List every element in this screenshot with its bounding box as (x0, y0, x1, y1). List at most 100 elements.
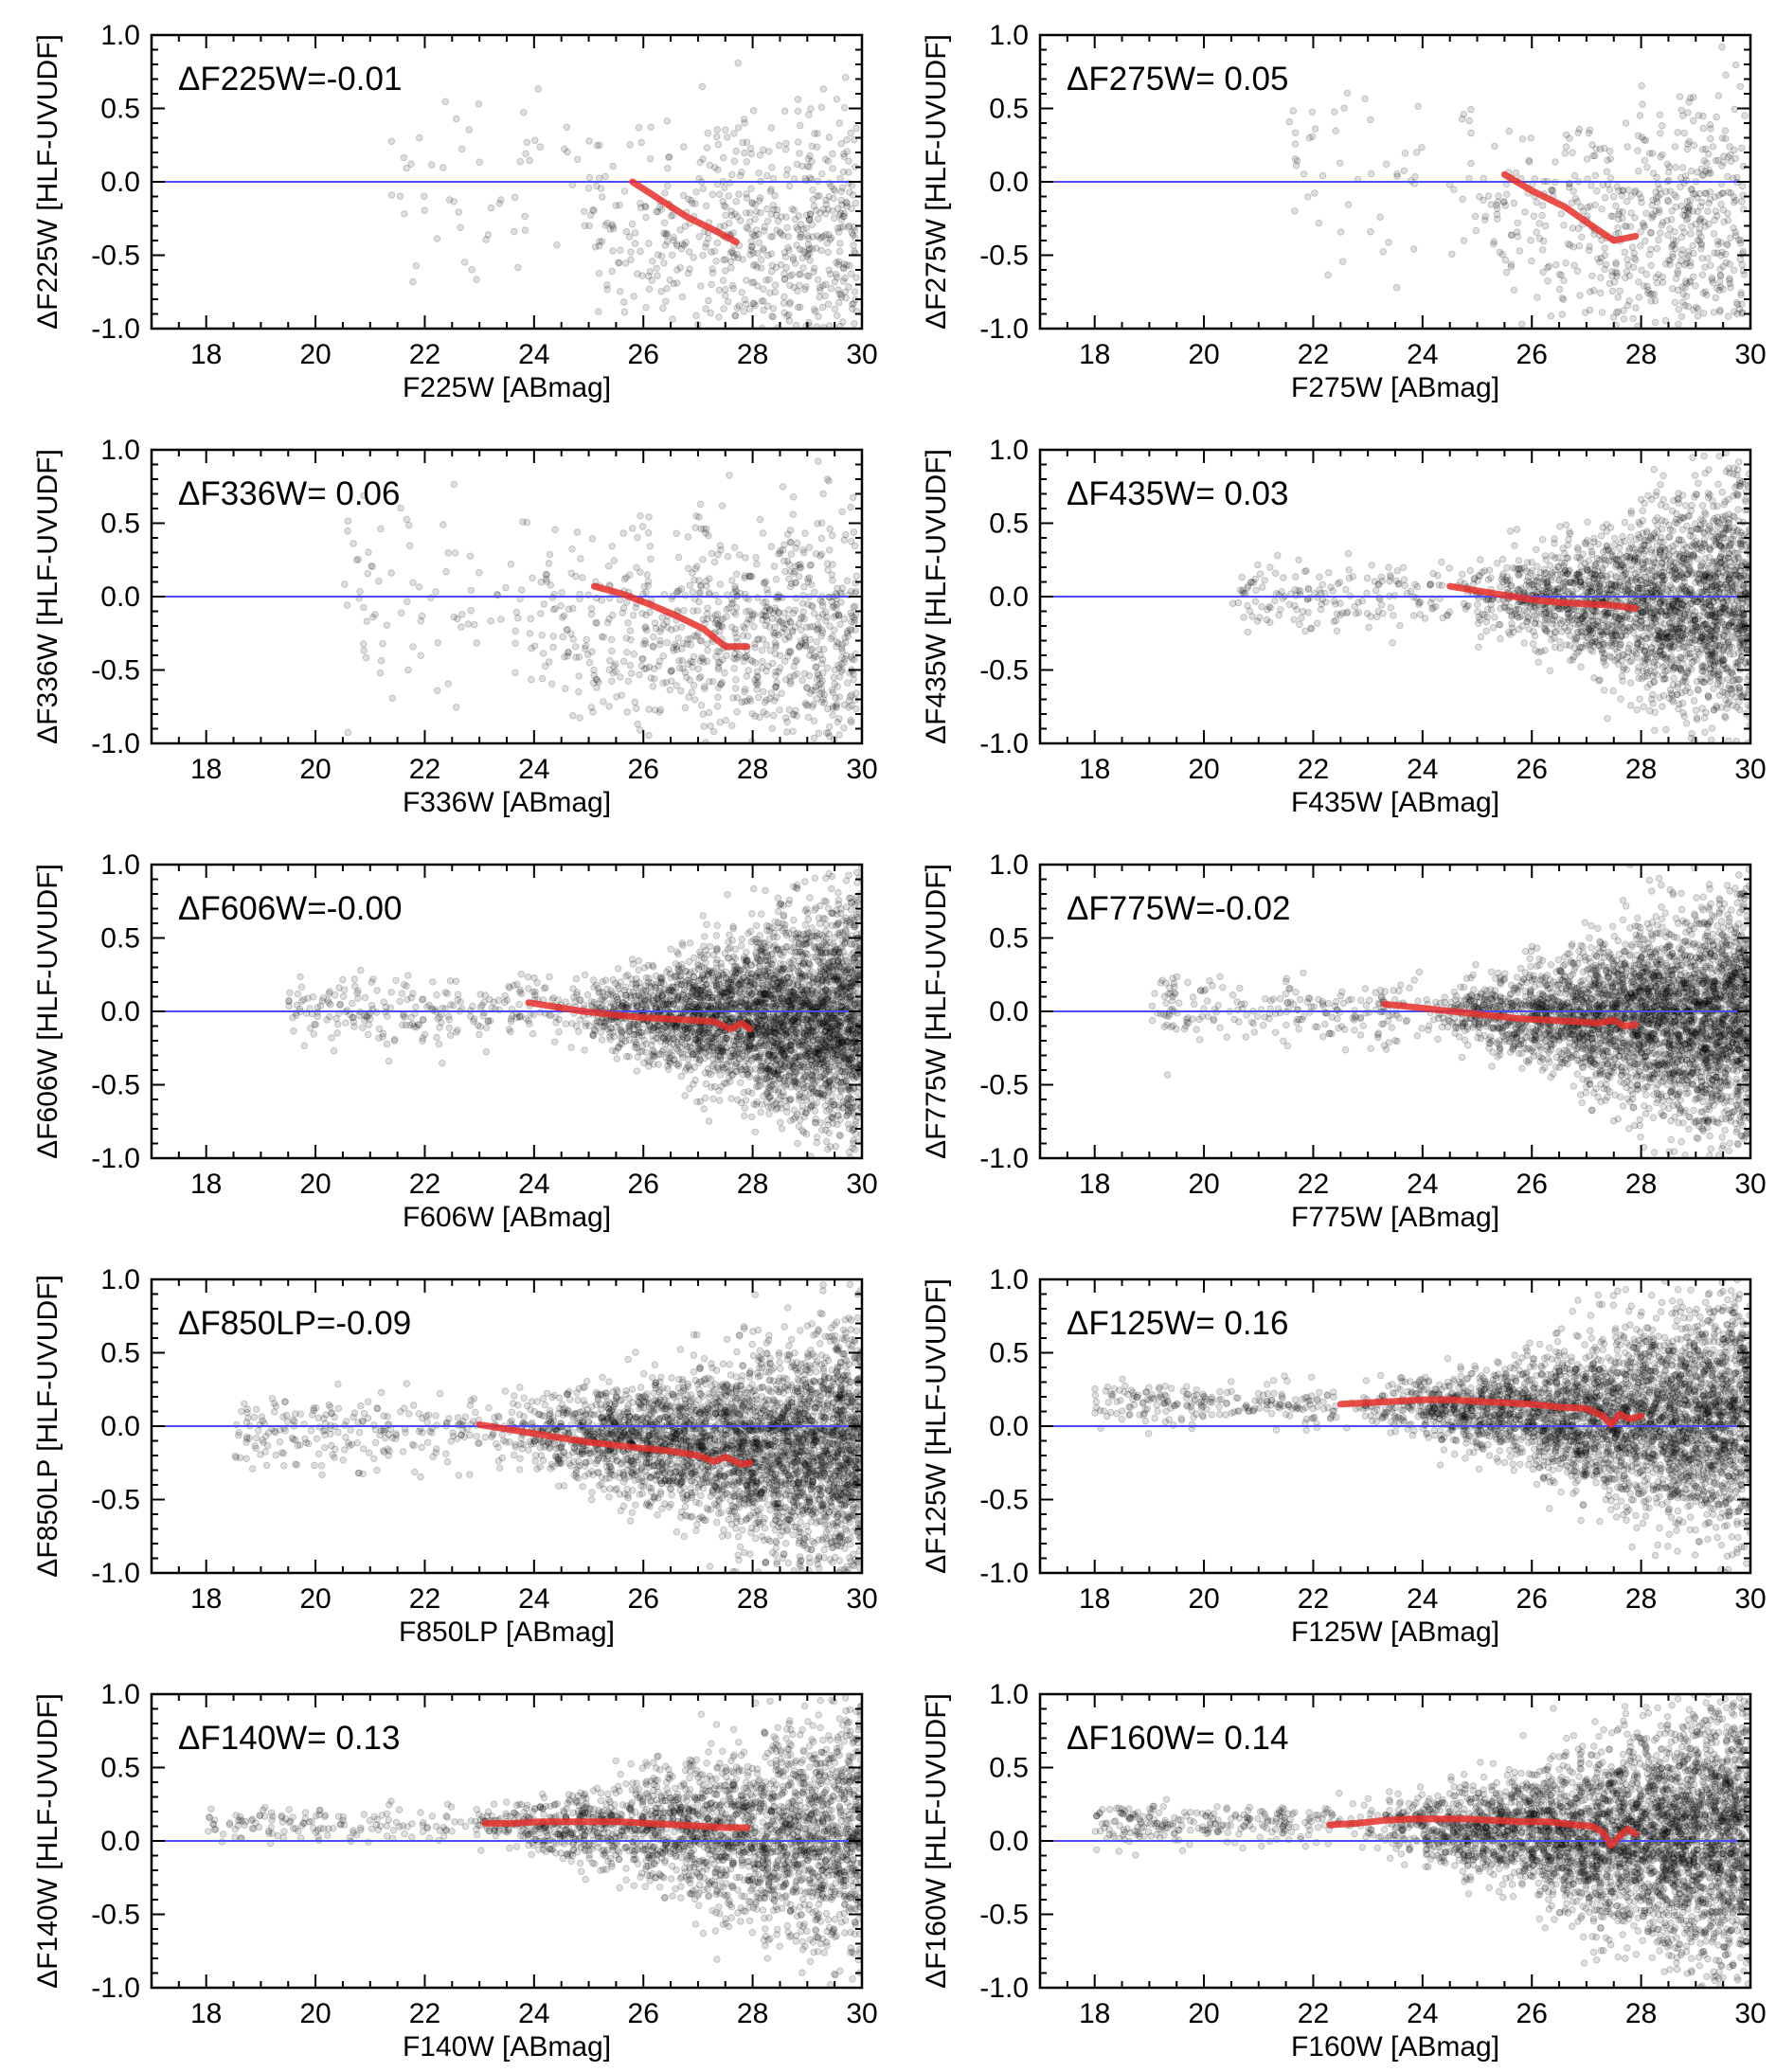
data-point (1695, 305, 1702, 313)
data-point (1654, 192, 1662, 201)
data-point (655, 251, 662, 259)
data-point (1645, 251, 1654, 259)
data-point (751, 201, 759, 208)
data-point (1697, 663, 1706, 670)
data-point (756, 713, 763, 721)
data-point (473, 276, 480, 283)
data-point (528, 675, 535, 684)
data-point (1556, 644, 1564, 652)
data-point (750, 232, 758, 240)
data-point (1541, 222, 1550, 230)
data-point (681, 669, 690, 676)
data-point (572, 572, 580, 581)
data-point (1713, 502, 1721, 510)
data-point (1730, 512, 1737, 520)
data-point (1681, 610, 1690, 617)
data-point (789, 711, 797, 719)
data-point (1661, 260, 1670, 268)
x-tick-label: 28 (737, 339, 768, 370)
data-point (766, 289, 774, 296)
data-point (793, 712, 800, 720)
data-point (646, 543, 654, 550)
data-point (1713, 237, 1722, 245)
data-point (516, 157, 524, 166)
data-point (1556, 523, 1564, 530)
data-point (1742, 558, 1749, 566)
data-point (1644, 537, 1652, 545)
data-point (1661, 546, 1669, 554)
data-point (695, 513, 703, 521)
data-point (1719, 545, 1728, 553)
data-point (1682, 293, 1691, 300)
data-point (1738, 182, 1747, 190)
data-point (762, 641, 770, 649)
data-point (698, 82, 707, 91)
data-point (1638, 617, 1645, 625)
data-point (1683, 145, 1692, 153)
data-point (1650, 639, 1659, 648)
data-point (780, 249, 789, 257)
data-point (514, 615, 522, 622)
data-point (1562, 578, 1570, 586)
data-point (1678, 283, 1686, 291)
data-point (638, 655, 646, 663)
data-point (851, 656, 858, 664)
y-tick-label: -0.5 (979, 241, 1029, 272)
data-point (1735, 706, 1744, 714)
data-point (1646, 680, 1654, 688)
data-point (518, 586, 526, 594)
data-point (1532, 545, 1540, 553)
data-point (699, 655, 707, 663)
data-point (842, 531, 850, 539)
y-tick-label: -1.0 (91, 728, 140, 759)
data-point (1675, 644, 1682, 652)
data-point (760, 708, 767, 716)
data-point (1570, 652, 1578, 661)
data-point (1450, 186, 1458, 193)
data-point (796, 619, 803, 628)
y-tick-label: 0.0 (100, 581, 140, 613)
data-point (640, 665, 649, 673)
data-point (1738, 260, 1746, 269)
data-point (808, 581, 816, 588)
data-point (634, 270, 641, 277)
data-point (713, 703, 722, 710)
data-point (1566, 241, 1574, 249)
data-point (656, 706, 665, 714)
data-point (780, 557, 788, 564)
data-point (1720, 544, 1729, 552)
data-point (804, 600, 812, 608)
data-point (1684, 140, 1692, 148)
data-point (797, 221, 805, 228)
data-point (638, 272, 646, 279)
x-tick-label: 26 (628, 339, 659, 370)
data-point (816, 624, 823, 632)
data-point (642, 588, 650, 597)
data-point (789, 628, 797, 635)
data-point (837, 196, 845, 205)
data-point (641, 203, 649, 210)
data-point (1703, 562, 1711, 569)
data-point (1570, 635, 1578, 643)
data-point (840, 701, 848, 708)
data-point (1610, 632, 1618, 639)
data-point (1671, 244, 1679, 253)
data-point (785, 561, 793, 568)
data-point (1330, 617, 1337, 625)
data-point (752, 226, 761, 234)
data-point (1483, 605, 1492, 614)
data-point (818, 233, 826, 241)
data-point (1543, 263, 1552, 272)
data-point (1623, 268, 1631, 276)
data-point (1518, 612, 1526, 619)
data-point (1704, 255, 1712, 262)
data-point (1732, 704, 1741, 711)
data-point (847, 270, 855, 277)
data-point (1709, 571, 1717, 579)
data-point (834, 683, 841, 690)
data-point (1530, 608, 1537, 616)
data-point (1729, 634, 1736, 641)
data-point (1508, 231, 1516, 239)
data-point (585, 173, 594, 182)
